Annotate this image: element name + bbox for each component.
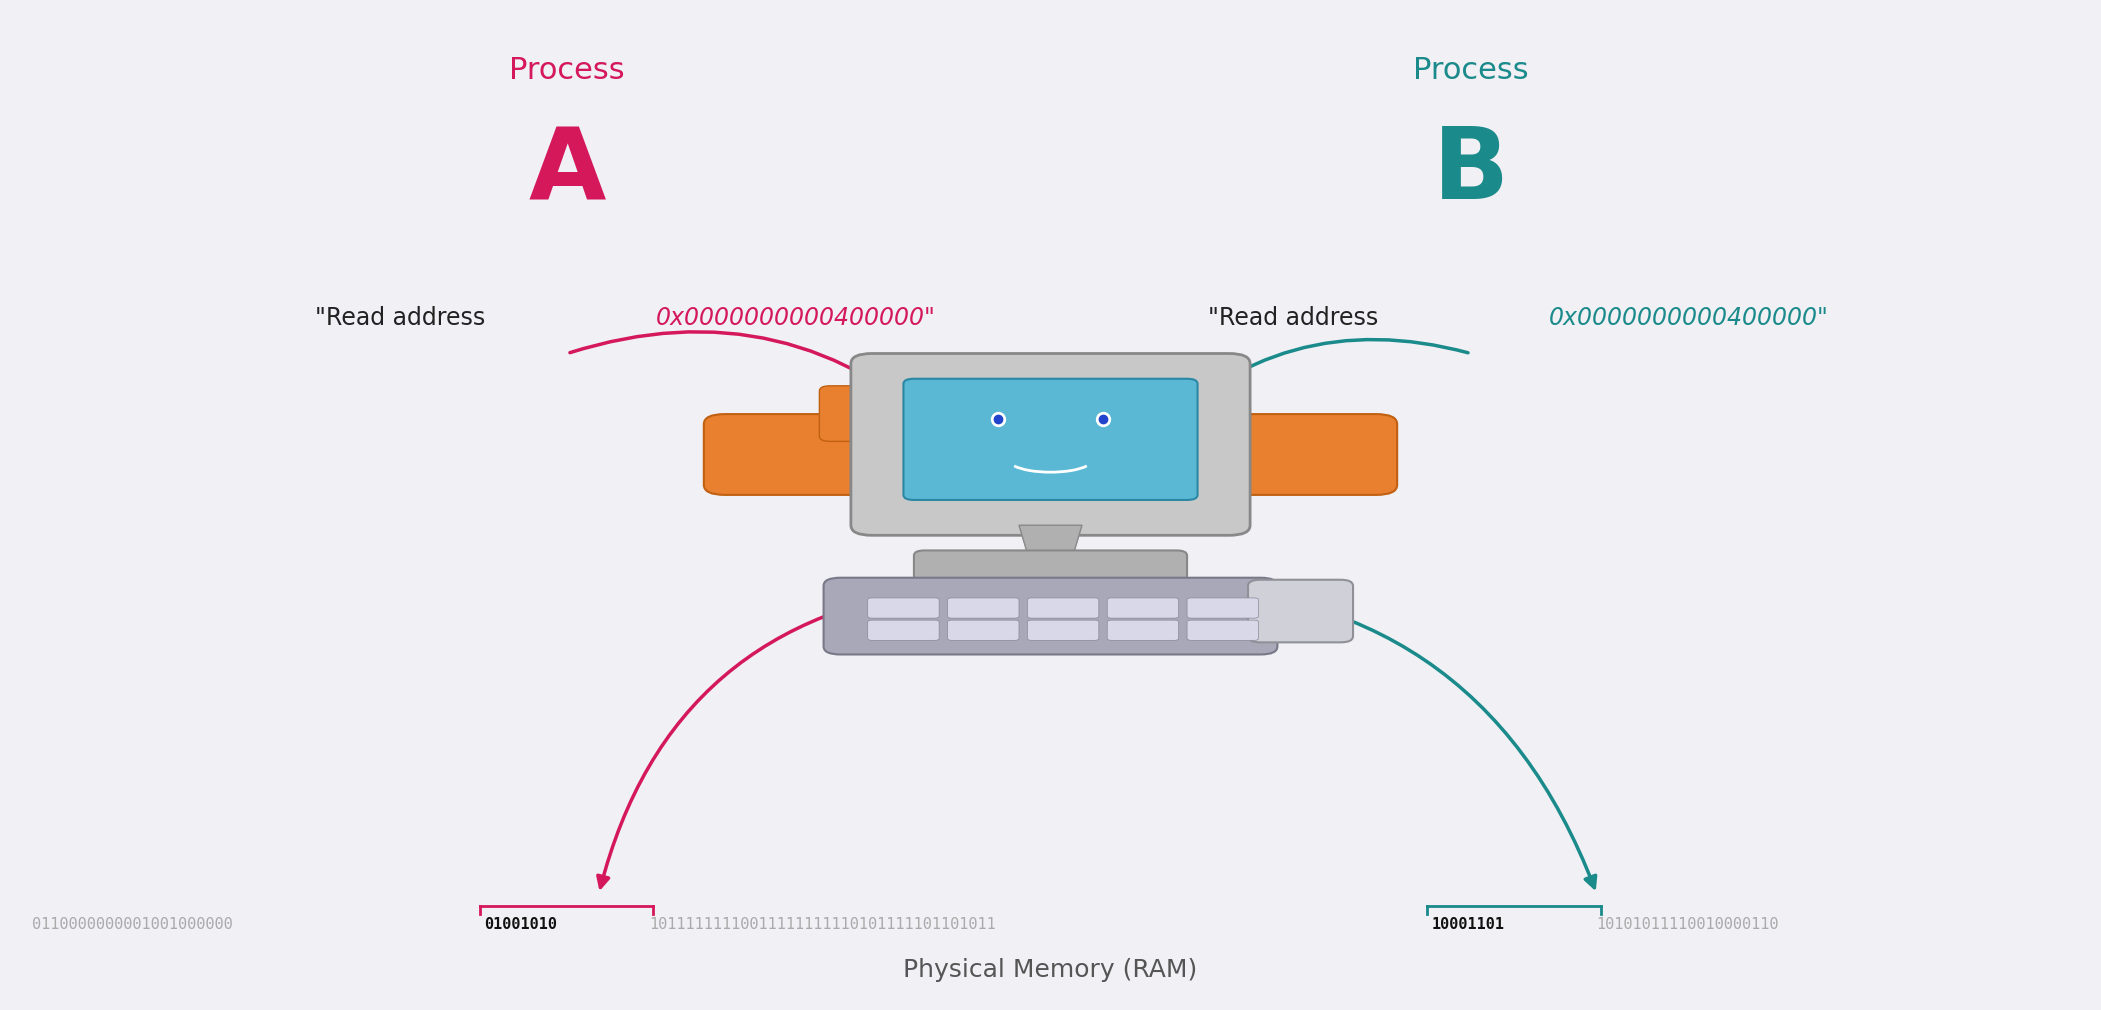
FancyBboxPatch shape <box>819 386 887 441</box>
Text: Process: Process <box>508 57 626 85</box>
Text: 10101011110010000110: 10101011110010000110 <box>1597 917 1780 931</box>
Text: 0110000000001001000000: 0110000000001001000000 <box>32 917 233 931</box>
FancyBboxPatch shape <box>1027 620 1099 640</box>
FancyBboxPatch shape <box>1107 620 1179 640</box>
Text: "Read address: "Read address <box>1208 306 1387 330</box>
FancyBboxPatch shape <box>1187 620 1258 640</box>
FancyBboxPatch shape <box>903 379 1198 500</box>
Text: A: A <box>529 123 605 220</box>
Text: Physical Memory (RAM): Physical Memory (RAM) <box>903 957 1198 982</box>
FancyBboxPatch shape <box>868 620 939 640</box>
FancyArrowPatch shape <box>569 332 954 442</box>
Text: Process: Process <box>1412 57 1530 85</box>
Text: 10001101: 10001101 <box>1431 917 1504 931</box>
Text: 01001010: 01001010 <box>485 917 557 931</box>
FancyBboxPatch shape <box>1027 598 1099 618</box>
FancyBboxPatch shape <box>914 550 1187 581</box>
FancyBboxPatch shape <box>948 598 1019 618</box>
FancyBboxPatch shape <box>868 598 939 618</box>
FancyBboxPatch shape <box>1187 598 1258 618</box>
FancyArrowPatch shape <box>599 586 954 888</box>
FancyArrowPatch shape <box>1147 339 1469 442</box>
Text: "Read address: "Read address <box>315 306 494 330</box>
FancyBboxPatch shape <box>1107 598 1179 618</box>
FancyArrowPatch shape <box>1147 586 1595 888</box>
FancyBboxPatch shape <box>1248 580 1353 642</box>
FancyBboxPatch shape <box>704 414 893 495</box>
Text: B: B <box>1433 123 1509 220</box>
Text: 0x0000000000400000": 0x0000000000400000" <box>1548 306 1828 330</box>
Text: 10111111110011111111110101111101101011: 10111111110011111111110101111101101011 <box>649 917 996 931</box>
Text: 0x0000000000400000": 0x0000000000400000" <box>656 306 935 330</box>
FancyBboxPatch shape <box>1208 414 1397 495</box>
FancyBboxPatch shape <box>824 578 1277 654</box>
FancyBboxPatch shape <box>851 354 1250 535</box>
FancyBboxPatch shape <box>948 620 1019 640</box>
Polygon shape <box>1019 525 1082 561</box>
